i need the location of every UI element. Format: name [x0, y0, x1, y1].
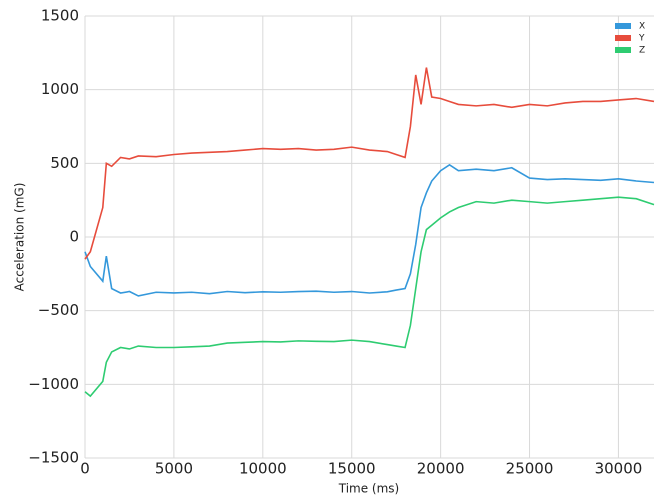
y-tick-label: 1500 — [41, 7, 79, 25]
y-tick-label: −1500 — [28, 449, 79, 467]
x-tick-label: 20000 — [417, 460, 465, 478]
legend-swatch — [615, 47, 631, 53]
legend-swatch — [615, 35, 631, 41]
x-tick-label: 30000 — [595, 460, 643, 478]
legend-label: Z — [639, 46, 645, 56]
data-line — [84, 196, 655, 398]
x-axis-label: Time (ms) — [338, 482, 400, 496]
legend-label: X — [639, 22, 645, 32]
data-line — [84, 67, 655, 260]
y-tick-label: −500 — [38, 301, 79, 319]
legend-swatch — [615, 23, 631, 29]
y-tick-label: 500 — [50, 154, 79, 172]
y-tick-label: −1000 — [28, 375, 79, 393]
x-tick-label: 25000 — [506, 460, 554, 478]
x-tick-label: 15000 — [328, 460, 376, 478]
y-tick-label: 0 — [69, 228, 79, 246]
x-tick-label: 0 — [80, 460, 90, 478]
y-axis-label: Acceleration (mG) — [13, 183, 27, 292]
legend-label: Y — [638, 34, 645, 44]
data-line — [84, 163, 655, 297]
x-tick-label: 10000 — [239, 460, 287, 478]
x-tick-label: 5000 — [155, 460, 193, 478]
y-tick-label: 1000 — [41, 80, 79, 98]
